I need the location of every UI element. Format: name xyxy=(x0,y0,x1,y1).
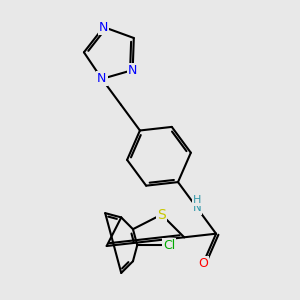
Text: O: O xyxy=(198,256,208,270)
Text: N: N xyxy=(99,20,108,34)
Text: N: N xyxy=(128,64,137,76)
Text: N: N xyxy=(193,201,201,214)
Text: H: H xyxy=(193,195,201,205)
Text: S: S xyxy=(157,208,166,222)
Text: Cl: Cl xyxy=(163,239,176,252)
Text: N: N xyxy=(97,72,106,86)
